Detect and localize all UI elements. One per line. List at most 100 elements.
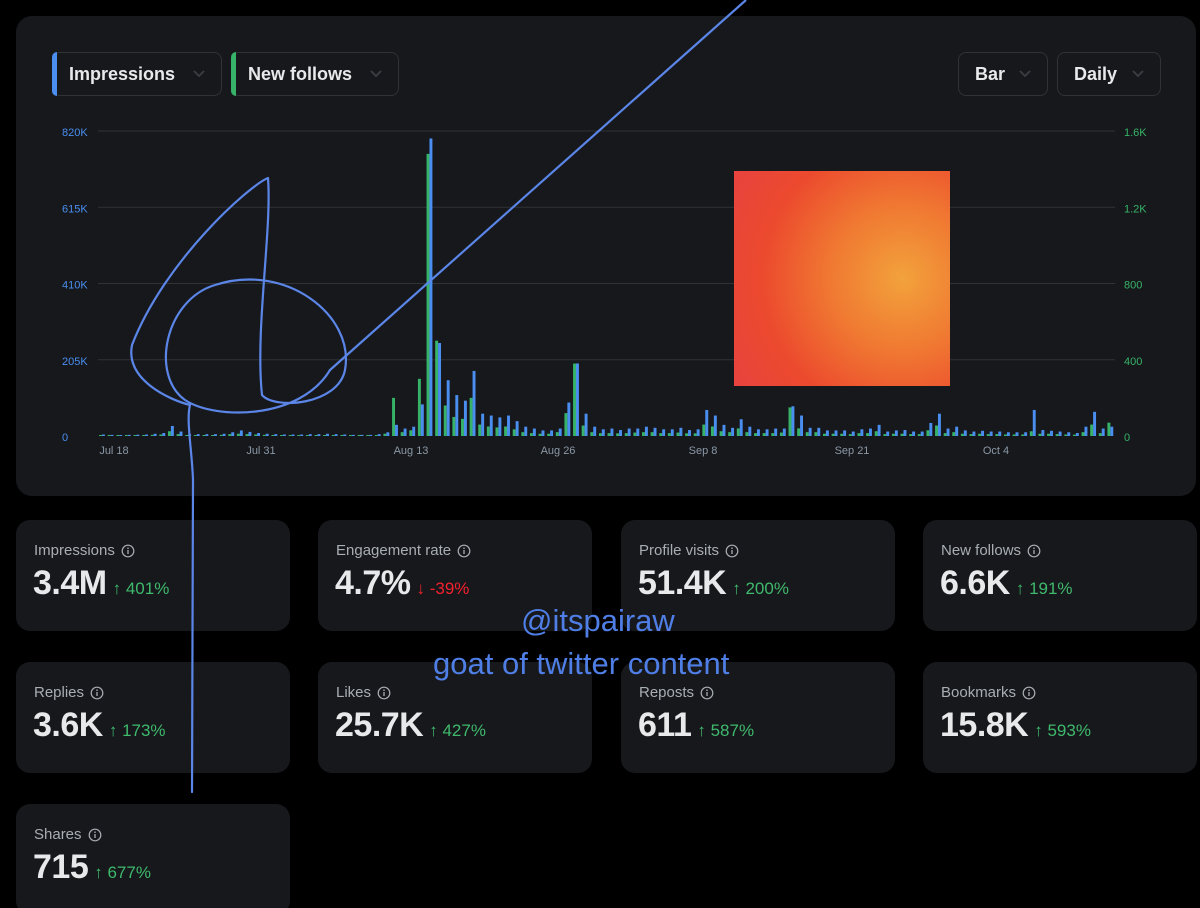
bar-impressions — [1110, 426, 1114, 436]
bar-impressions — [1032, 409, 1036, 436]
bar-new-follows — [142, 435, 146, 436]
bar-impressions — [110, 434, 114, 436]
info-circle-icon[interactable] — [90, 686, 104, 700]
stat-value: 4.7% ↓ -39% — [335, 564, 469, 603]
bar-new-follows — [917, 434, 921, 436]
bar-impressions — [662, 429, 666, 436]
stat-card-reposts[interactable]: Reposts 611 ↑ 587% — [621, 662, 895, 773]
info-circle-icon[interactable] — [88, 828, 102, 842]
bar-new-follows — [348, 435, 352, 436]
stat-value-text: 3.6K — [33, 706, 103, 744]
stat-label-text: Shares — [34, 826, 82, 843]
bar-impressions — [1050, 430, 1053, 436]
bar-impressions — [446, 380, 450, 436]
arrow-up-icon: ↑ — [697, 721, 706, 740]
stat-card-replies[interactable]: Replies 3.6K ↑ 173% — [16, 662, 290, 773]
bar-new-follows — [1012, 434, 1016, 436]
bar-impressions — [679, 427, 683, 436]
stat-label-text: New follows — [941, 542, 1022, 559]
stat-card-new-follows[interactable]: New follows 6.6K ↑ 191% — [923, 520, 1197, 631]
bar-impressions — [1058, 431, 1062, 436]
info-circle-icon[interactable] — [121, 544, 135, 558]
bar-new-follows — [685, 433, 689, 436]
stat-value: 25.7K ↑ 427% — [335, 706, 486, 745]
bar-impressions — [782, 428, 786, 436]
bar-new-follows — [340, 435, 344, 436]
stat-value: 3.4M ↑ 401% — [33, 564, 169, 603]
stat-card-engagement-rate[interactable]: Engagement rate 4.7% ↓ -39% — [318, 520, 592, 631]
stat-change-text: 677% — [107, 863, 151, 882]
info-circle-icon[interactable] — [1027, 544, 1041, 558]
bar-new-follows — [392, 397, 395, 436]
stat-label: Profile visits — [639, 542, 739, 559]
bar-impressions — [610, 428, 614, 436]
primary-metric-dropdown[interactable]: Impressions — [52, 52, 222, 96]
bar-new-follows — [176, 434, 180, 436]
bar-new-follows — [245, 434, 249, 436]
bar-new-follows — [805, 432, 809, 436]
bar-impressions — [1093, 411, 1097, 436]
info-circle-icon[interactable] — [457, 544, 471, 558]
y-right-tick-label: 0 — [1124, 432, 1130, 444]
chart-type-label: Bar — [975, 63, 1006, 84]
arrow-up-icon: ↑ — [108, 721, 118, 740]
bar-new-follows — [107, 435, 111, 436]
stat-card-likes[interactable]: Likes 25.7K ↑ 427% — [318, 662, 592, 773]
bar-impressions — [1006, 432, 1010, 436]
y-right-tick-label: 1.2K — [1124, 203, 1147, 215]
bar-new-follows — [193, 435, 197, 436]
bar-new-follows — [228, 434, 232, 436]
gradient-square-image — [734, 171, 950, 386]
stat-card-impressions[interactable]: Impressions 3.4M ↑ 401% — [16, 520, 290, 631]
bar-impressions — [851, 431, 855, 436]
bar-impressions — [808, 427, 812, 436]
stat-value-text: 6.6K — [940, 564, 1010, 602]
chart-type-dropdown[interactable]: Bar — [958, 52, 1048, 96]
arrow-up-icon: ↑ — [732, 579, 741, 598]
x-tick-label: Sep 8 — [689, 445, 718, 457]
info-circle-icon[interactable] — [377, 686, 391, 700]
bar-new-follows — [650, 432, 654, 436]
bar-new-follows — [314, 435, 318, 436]
bar-new-follows — [409, 430, 413, 436]
bar-new-follows — [331, 435, 335, 436]
bar-impressions — [575, 363, 579, 436]
bar-impressions — [998, 431, 1002, 436]
bar-new-follows — [280, 435, 283, 436]
bar-impressions — [722, 424, 726, 436]
info-circle-icon[interactable] — [700, 686, 714, 700]
bar-impressions — [214, 434, 217, 436]
bar-impressions — [696, 429, 700, 436]
stat-card-shares[interactable]: Shares 715 ↑ 677% — [16, 804, 290, 908]
bar-impressions — [291, 434, 295, 436]
x-tick-label: Oct 4 — [983, 445, 1009, 457]
bar-impressions — [644, 426, 648, 436]
bar-impressions — [920, 431, 924, 436]
bar-new-follows — [745, 432, 749, 436]
bar-new-follows — [185, 435, 189, 436]
bar-impressions — [153, 433, 157, 436]
bar-new-follows — [874, 431, 878, 436]
stat-card-profile-visits[interactable]: Profile visits 51.4K ↑ 200% — [621, 520, 895, 631]
bar-new-follows — [969, 434, 973, 436]
secondary-metric-label: New follows — [248, 63, 353, 84]
info-circle-icon[interactable] — [725, 544, 739, 558]
bar-impressions — [894, 430, 898, 436]
bar-new-follows — [659, 433, 663, 436]
bar-new-follows — [883, 434, 887, 436]
bar-impressions — [403, 428, 407, 436]
stat-change-text: 593% — [1047, 721, 1091, 740]
x-tick-label: Sep 21 — [835, 445, 870, 457]
bar-new-follows — [512, 429, 516, 436]
x-tick-label: Jul 31 — [246, 445, 275, 457]
bar-new-follows — [167, 431, 171, 436]
stat-card-bookmarks[interactable]: Bookmarks 15.8K ↑ 593% — [923, 662, 1197, 773]
info-circle-icon[interactable] — [1022, 686, 1036, 700]
interval-dropdown[interactable]: Daily — [1057, 52, 1161, 96]
bar-new-follows — [538, 433, 542, 436]
bar-new-follows — [1047, 433, 1051, 436]
bar-new-follows — [943, 433, 947, 436]
bar-impressions — [334, 434, 338, 436]
bar-impressions — [532, 428, 536, 436]
bar-new-follows — [469, 397, 473, 436]
